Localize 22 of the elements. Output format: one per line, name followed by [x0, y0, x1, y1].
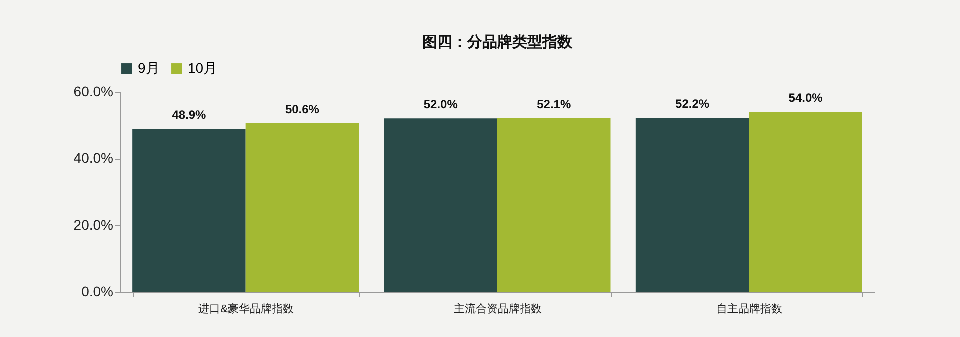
bar: [749, 112, 862, 292]
data-label: 50.6%: [285, 102, 320, 116]
y-tick-label: 60.0%: [74, 84, 114, 100]
x-tick-label: 主流合资品牌指数: [454, 302, 542, 316]
data-label: 54.0%: [788, 91, 824, 105]
data-label: 52.2%: [676, 97, 710, 111]
bar: [636, 118, 750, 292]
data-label: 48.9%: [172, 108, 207, 122]
bar: [132, 129, 246, 292]
y-tick-label: 20.0%: [74, 216, 114, 233]
bar: [498, 118, 611, 292]
x-tick-label: 进口&豪华品牌指数: [198, 302, 294, 316]
y-tick-label: 40.0%: [74, 150, 114, 166]
chart-title: 图四：分品牌类型指数: [422, 34, 574, 51]
legend-label: 9月: [138, 60, 160, 76]
data-label: 52.1%: [537, 97, 572, 112]
data-label: 52.0%: [424, 98, 458, 112]
x-tick-label: 自主品牌指数: [716, 302, 783, 316]
legend-label: 10月: [188, 60, 218, 76]
bar: [384, 118, 498, 292]
bar: [246, 123, 360, 292]
y-tick-label: 0.0%: [82, 284, 114, 300]
